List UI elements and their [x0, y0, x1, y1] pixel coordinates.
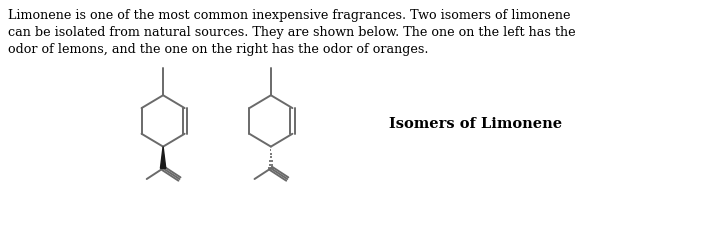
Text: Isomers of Limonene: Isomers of Limonene: [389, 117, 562, 130]
Text: Limonene is one of the most common inexpensive fragrances. Two isomers of limone: Limonene is one of the most common inexp…: [8, 9, 576, 56]
Polygon shape: [161, 147, 165, 169]
